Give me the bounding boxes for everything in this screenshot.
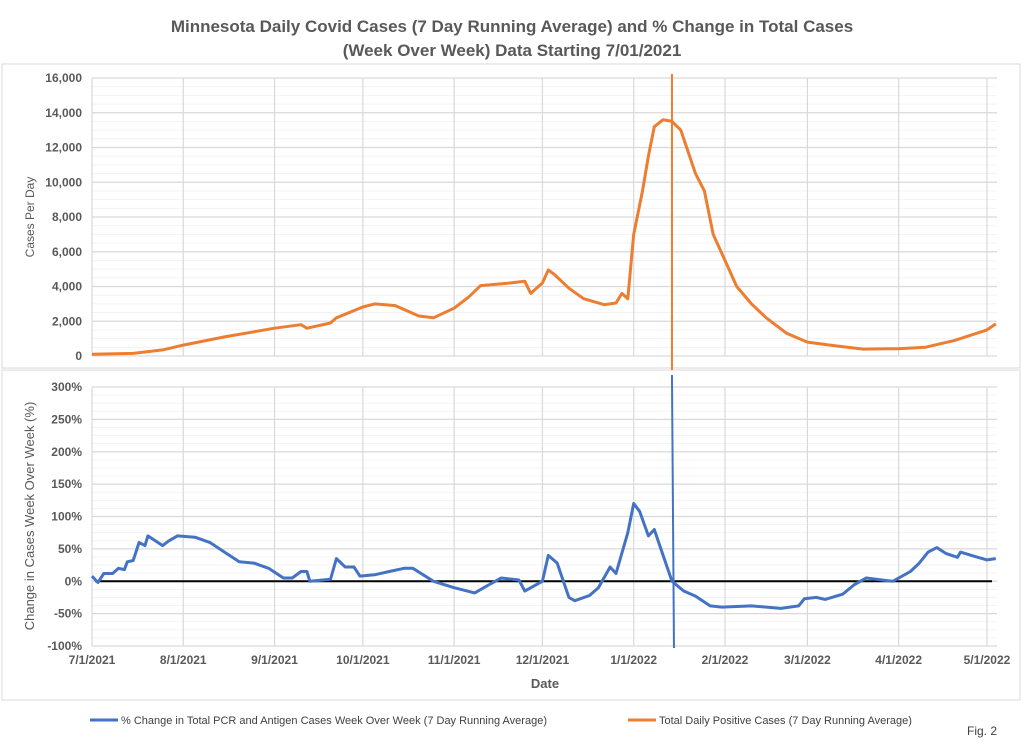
x-tick-label: 9/1/2021 <box>251 653 298 667</box>
x-tick-label: 12/1/2021 <box>516 653 570 667</box>
top-y-tick-label: 10,000 <box>45 175 82 189</box>
bottom-y-tick-label: -50% <box>54 607 82 621</box>
chart-title-line1: Minnesota Daily Covid Cases (7 Day Runni… <box>171 17 853 36</box>
legend: % Change in Total PCR and Antigen Cases … <box>90 715 912 727</box>
bottom-y-tick-label: 0% <box>65 574 83 588</box>
chart-title-line2: (Week Over Week) Data Starting 7/01/2021 <box>343 41 682 60</box>
x-tick-label: 7/1/2021 <box>69 653 116 667</box>
bottom-series-line <box>92 504 996 609</box>
bottom-y-axis-label: Change in Cases Week Over Week (%) <box>22 402 37 631</box>
x-tick-label: 11/1/2021 <box>428 653 481 667</box>
x-tick-label: 8/1/2021 <box>160 653 207 667</box>
legend-label-cases: Total Daily Positive Cases (7 Day Runnin… <box>659 715 912 727</box>
bottom-y-tick-label: 250% <box>51 412 82 426</box>
bottom-y-tick-label: 150% <box>51 477 82 491</box>
top-y-axis-label: Cases Per Day <box>23 177 37 258</box>
bottom-y-tick-label: 100% <box>51 510 82 524</box>
x-tick-label: 4/1/2022 <box>875 653 922 667</box>
x-tick-label: 1/1/2022 <box>610 653 657 667</box>
bottom-y-tick-label: 200% <box>51 445 82 459</box>
top-y-tick-label: 2,000 <box>52 314 82 328</box>
bottom-y-tick-label: 300% <box>51 380 82 394</box>
top-y-tick-label: 8,000 <box>52 210 82 224</box>
top-y-tick-label: 0 <box>75 349 82 363</box>
bottom-y-tick-label: -100% <box>47 639 82 653</box>
bottom-vertical-marker <box>672 375 674 648</box>
top-panel-border <box>2 64 1020 368</box>
bottom-y-tick-label: 50% <box>58 542 82 556</box>
x-axis-label: Date <box>531 676 559 691</box>
x-tick-label: 2/1/2022 <box>702 653 749 667</box>
top-y-tick-label: 16,000 <box>45 71 82 85</box>
figure-number: Fig. 2 <box>967 724 997 738</box>
legend-label-pct: % Change in Total PCR and Antigen Cases … <box>121 715 547 727</box>
top-series-line <box>92 120 996 355</box>
x-tick-label: 5/1/2022 <box>964 653 1011 667</box>
top-y-tick-label: 6,000 <box>52 245 82 259</box>
top-y-tick-label: 4,000 <box>52 280 82 294</box>
x-tick-label: 3/1/2022 <box>784 653 831 667</box>
x-tick-label: 10/1/2021 <box>336 653 390 667</box>
top-y-tick-label: 12,000 <box>45 141 82 155</box>
top-y-tick-label: 14,000 <box>45 106 82 120</box>
